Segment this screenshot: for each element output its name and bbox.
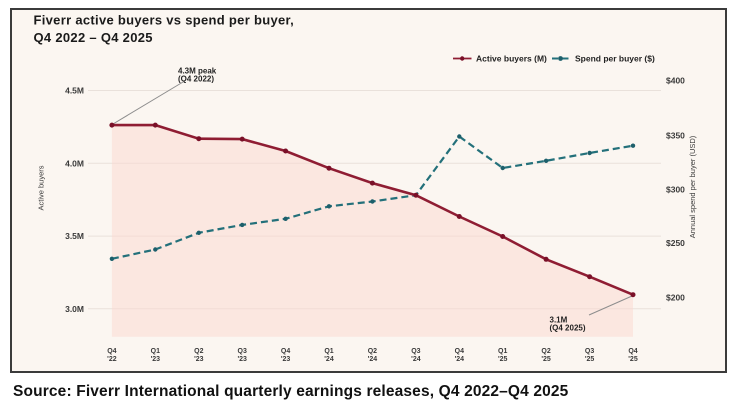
svg-text:'25: '25 — [628, 356, 638, 363]
svg-text:Q1: Q1 — [498, 348, 507, 355]
svg-text:'23: '23 — [281, 356, 291, 363]
svg-text:(Q4 2022): (Q4 2022) — [178, 75, 214, 84]
svg-text:4.3M peak: 4.3M peak — [178, 67, 217, 76]
svg-text:Q2: Q2 — [194, 348, 203, 355]
svg-text:Q4: Q4 — [281, 348, 290, 355]
svg-text:4.5M: 4.5M — [65, 86, 84, 96]
svg-text:Q1: Q1 — [151, 348, 160, 355]
svg-text:'24: '24 — [324, 356, 334, 363]
svg-text:Q4: Q4 — [455, 348, 464, 355]
svg-text:Fiverr active buyers vs spend: Fiverr active buyers vs spend per buyer, — [34, 13, 295, 28]
svg-text:3.0M: 3.0M — [65, 304, 84, 314]
svg-text:Q4: Q4 — [107, 348, 116, 355]
svg-text:'24: '24 — [368, 356, 378, 363]
svg-text:Q4 2022 – Q4 2025: Q4 2022 – Q4 2025 — [34, 30, 153, 45]
svg-text:$350: $350 — [666, 130, 685, 140]
svg-text:Spend per buyer ($): Spend per buyer ($) — [575, 54, 655, 64]
svg-text:Q1: Q1 — [324, 348, 333, 355]
svg-text:'23: '23 — [194, 356, 204, 363]
svg-text:$400: $400 — [666, 76, 685, 86]
svg-text:Active buyers: Active buyers — [37, 165, 46, 210]
svg-text:(Q4 2025): (Q4 2025) — [550, 324, 586, 333]
svg-text:'24: '24 — [455, 356, 465, 363]
svg-text:Q4: Q4 — [628, 348, 637, 355]
svg-text:Annual spend per buyer (USD): Annual spend per buyer (USD) — [688, 135, 697, 238]
svg-text:4.0M: 4.0M — [65, 158, 84, 168]
svg-text:'25: '25 — [585, 356, 595, 363]
svg-text:'24: '24 — [411, 356, 421, 363]
svg-text:'25: '25 — [498, 356, 508, 363]
svg-text:'22: '22 — [107, 356, 117, 363]
svg-text:'23: '23 — [151, 356, 161, 363]
svg-text:$200: $200 — [666, 292, 685, 302]
svg-text:Q2: Q2 — [368, 348, 377, 355]
svg-text:3.5M: 3.5M — [65, 231, 84, 241]
svg-text:$300: $300 — [666, 185, 685, 195]
svg-text:'25: '25 — [541, 356, 551, 363]
svg-text:$250: $250 — [666, 238, 685, 248]
svg-text:Q3: Q3 — [238, 348, 247, 355]
svg-text:3.1M: 3.1M — [550, 316, 568, 325]
svg-text:Q3: Q3 — [585, 348, 594, 355]
svg-text:'23: '23 — [237, 356, 247, 363]
svg-text:Active buyers (M): Active buyers (M) — [476, 54, 547, 64]
svg-text:Q3: Q3 — [411, 348, 420, 355]
svg-text:Q2: Q2 — [541, 348, 550, 355]
